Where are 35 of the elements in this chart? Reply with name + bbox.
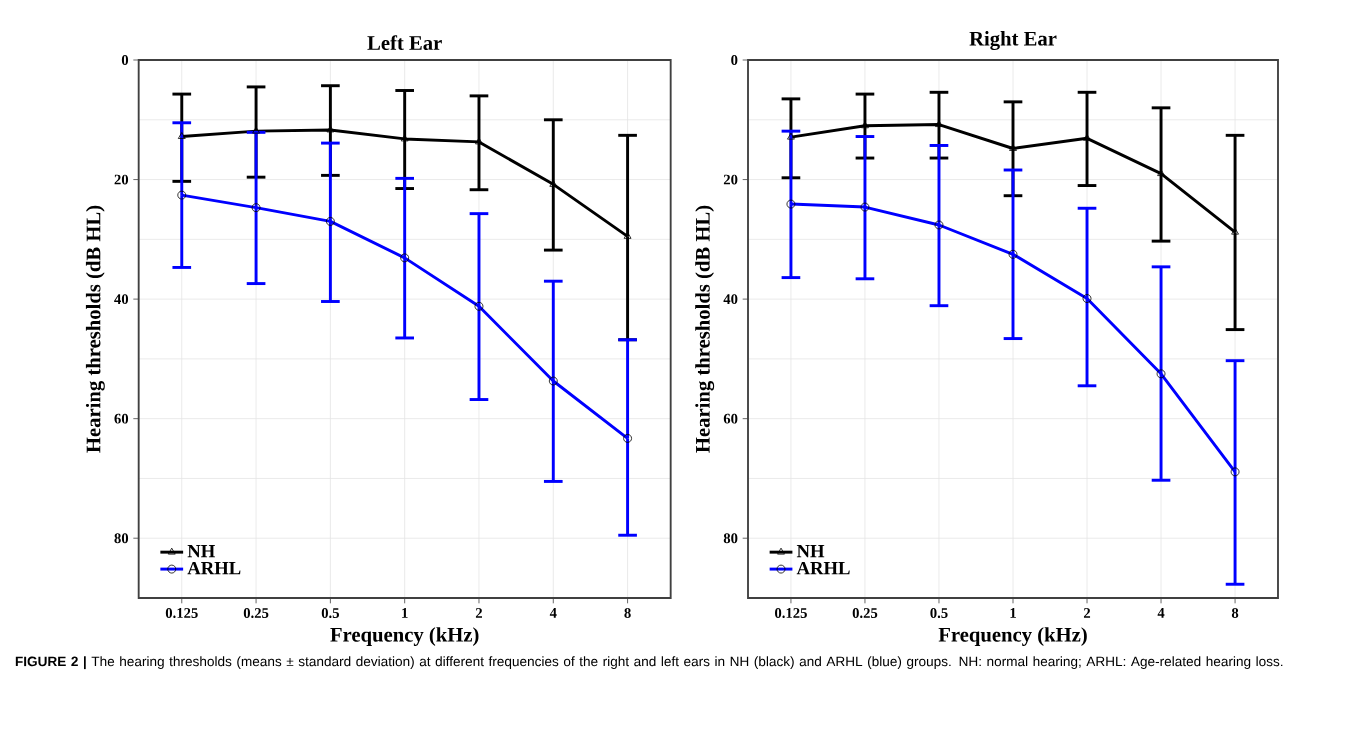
legend-label: ARHL (187, 561, 241, 575)
x-tick-label: 0.5 (321, 608, 340, 618)
x-tick-label: 2 (475, 608, 482, 618)
y-tick-label: 60 (723, 413, 738, 424)
y-tick-label: 80 (723, 533, 738, 544)
x-tick-label: 8 (624, 608, 631, 618)
y-tick-label: 0 (121, 55, 129, 65)
x-tick-label: 8 (1231, 608, 1239, 618)
y-tick-label: 40 (114, 294, 129, 305)
x-tick-label: 4 (1157, 608, 1165, 618)
y-tick-label: 20 (114, 174, 129, 185)
chart-title: Right Ear (969, 31, 1057, 50)
y-axis-title: Hearing thresholds (dB HL) (85, 205, 105, 453)
x-tick-label: 1 (402, 608, 408, 618)
x-tick-label: 2 (1083, 608, 1091, 618)
legend-label: NH (796, 545, 825, 558)
x-axis-title: Frequency (kHz) (330, 627, 479, 646)
x-tick-label: 1 (1010, 608, 1016, 618)
x-tick-label: 4 (549, 608, 557, 618)
x-axis-title: Frequency (kHz) (938, 627, 1087, 646)
y-axis-title: Hearing thresholds (dB HL) (695, 205, 715, 453)
y-tick-label: 40 (723, 294, 738, 305)
y-tick-label: 80 (114, 533, 129, 544)
y-tick-label: 60 (114, 413, 129, 424)
y-tick-label: 0 (731, 55, 738, 65)
text: FIGURE 2 | The hearing thresholds (means ± standard deviation) at different frequencies of the right and left ears in NH (black) and ARHL (blue) groups. NH: normal hearing; ARHL: Age-related hearing loss. (15, 656, 1283, 670)
chart-title: Left Ear (367, 35, 442, 50)
x-tick-label: 0.125 (775, 608, 807, 618)
y-tick-label: 20 (723, 174, 738, 185)
x-tick-label: 0.125 (165, 608, 198, 618)
x-tick-label: 0.25 (852, 608, 878, 618)
x-tick-label: 0.5 (930, 608, 948, 618)
legend-label: ARHL (796, 561, 850, 575)
x-tick-label: 0.25 (243, 608, 269, 618)
legend-label: NH (187, 545, 215, 558)
